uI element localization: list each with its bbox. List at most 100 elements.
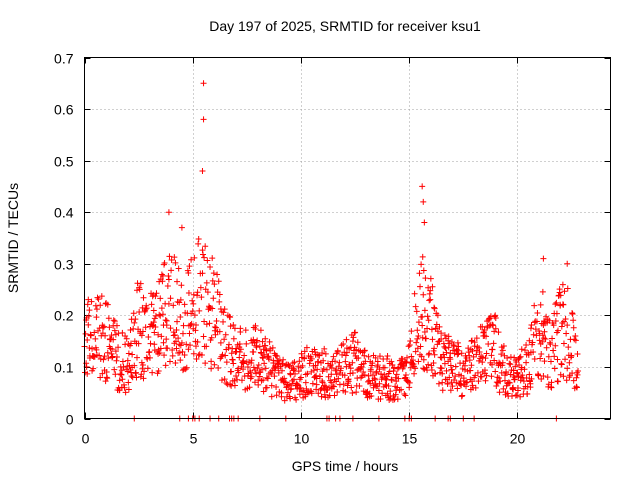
data-point (106, 324, 113, 331)
data-point (155, 331, 162, 338)
data-point (469, 347, 476, 354)
data-point (221, 376, 228, 383)
data-point (542, 336, 549, 343)
data-point (567, 354, 574, 361)
data-point (449, 383, 456, 390)
data-point (313, 386, 320, 393)
data-point (418, 353, 425, 360)
data-point (100, 323, 107, 330)
data-point (287, 386, 294, 393)
peak-point (165, 209, 172, 216)
data-point (269, 344, 276, 351)
data-point (388, 377, 395, 384)
data-point (235, 369, 242, 376)
data-point (250, 336, 257, 343)
data-point (209, 277, 216, 284)
data-point (319, 379, 326, 386)
data-point (108, 350, 115, 357)
data-point (288, 385, 295, 392)
data-point (294, 381, 301, 388)
data-point (194, 289, 201, 296)
data-point (387, 388, 394, 395)
data-point (459, 392, 466, 399)
data-point (503, 368, 510, 375)
data-point (201, 254, 208, 261)
data-point (90, 352, 97, 359)
data-point (257, 349, 264, 356)
data-point (221, 336, 228, 343)
data-point (214, 271, 221, 278)
data-point (513, 358, 520, 365)
peak-point (199, 167, 206, 174)
data-point (358, 365, 365, 372)
data-point (303, 385, 310, 392)
data-point (439, 370, 446, 377)
data-point (354, 367, 361, 374)
data-point (418, 261, 425, 268)
data-point (495, 329, 502, 336)
data-point (394, 396, 401, 403)
data-point (156, 311, 163, 318)
data-point (162, 317, 169, 324)
data-point (233, 348, 240, 355)
data-point (420, 365, 427, 372)
data-point (328, 364, 335, 371)
data-point (335, 375, 342, 382)
data-point (569, 310, 576, 317)
data-point (244, 364, 251, 371)
data-point (156, 350, 163, 357)
data-point (419, 334, 426, 341)
y-tick-label: 0.6 (54, 102, 74, 118)
data-point (406, 379, 413, 386)
data-point (435, 338, 442, 345)
data-point (211, 281, 218, 288)
data-point (443, 367, 450, 374)
data-point (263, 347, 270, 354)
data-point (133, 374, 140, 381)
data-point (295, 368, 302, 375)
data-point (447, 387, 454, 394)
data-point (165, 276, 172, 283)
data-point (192, 343, 199, 350)
data-point (425, 351, 432, 358)
data-point (547, 384, 554, 391)
data-point (296, 358, 303, 365)
data-point (136, 286, 143, 293)
data-point (191, 254, 198, 261)
data-point (177, 357, 184, 364)
data-point (178, 282, 185, 289)
data-point (234, 376, 241, 383)
data-point (407, 338, 414, 345)
data-point (543, 344, 550, 351)
data-point (140, 294, 147, 301)
data-point (552, 342, 559, 349)
data-point (157, 345, 164, 352)
data-point (365, 372, 372, 379)
data-point (523, 359, 530, 366)
data-point (88, 298, 95, 305)
data-point (361, 347, 368, 354)
data-point (90, 365, 97, 372)
data-point (375, 387, 382, 394)
data-point (158, 305, 165, 312)
data-point (483, 333, 490, 340)
data-point (207, 263, 214, 270)
data-point (489, 321, 496, 328)
data-point (395, 375, 402, 382)
data-point (370, 384, 377, 391)
data-point (287, 371, 294, 378)
data-point (546, 339, 553, 346)
data-point (359, 373, 366, 380)
data-point (91, 329, 98, 336)
data-point (152, 324, 159, 331)
data-point (290, 376, 297, 383)
x-axis-label: GPS time / hours (292, 458, 399, 474)
data-point (446, 374, 453, 381)
data-point (256, 343, 263, 350)
data-point (211, 324, 218, 331)
data-point (403, 359, 410, 366)
data-point (316, 373, 323, 380)
data-point (564, 365, 571, 372)
data-point (340, 381, 347, 388)
data-point (246, 384, 253, 391)
